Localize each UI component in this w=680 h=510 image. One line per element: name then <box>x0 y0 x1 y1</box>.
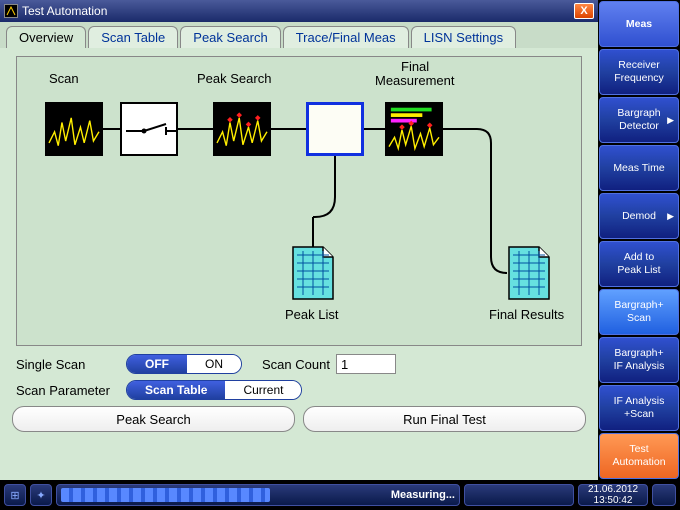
side-if-scan[interactable]: IF Analysis+Scan <box>599 385 679 431</box>
single-scan-toggle[interactable]: OFF ON <box>126 354 242 374</box>
node-peak-search[interactable] <box>213 102 271 156</box>
status-progress: Measuring... <box>56 484 460 506</box>
side-demod[interactable]: Demod▶ <box>599 193 679 239</box>
side-meas[interactable]: Meas <box>599 1 679 47</box>
tab-scan-table[interactable]: Scan Table <box>88 26 178 48</box>
final-meas-label-2: Measurement <box>375 73 454 88</box>
node-data-reduction[interactable] <box>306 102 364 156</box>
side-bargraph-detector[interactable]: BargraphDetector▶ <box>599 97 679 143</box>
progress-text: Measuring... <box>391 489 455 501</box>
chevron-right-icon: ▶ <box>667 211 674 222</box>
status-icon-1[interactable]: ⊞ <box>4 484 26 506</box>
status-flag[interactable] <box>652 484 676 506</box>
scan-label: Scan <box>49 71 79 86</box>
tab-overview[interactable]: Overview <box>6 26 86 48</box>
toggle-on[interactable]: ON <box>187 355 241 373</box>
node-switch[interactable] <box>120 102 178 156</box>
tab-bar: Overview Scan Table Peak Search Trace/Fi… <box>0 22 598 48</box>
final-results-label: Final Results <box>489 307 564 322</box>
node-final-meas[interactable] <box>385 102 443 156</box>
node-peak-list[interactable] <box>289 245 337 306</box>
tab-peak-search[interactable]: Peak Search <box>180 26 280 48</box>
scan-count-label: Scan Count <box>262 357 330 372</box>
side-meas-time[interactable]: Meas Time <box>599 145 679 191</box>
toggle-off[interactable]: OFF <box>127 355 187 373</box>
statusbar: ⊞ ✦ Measuring... 21.06.201213:50:42 <box>0 480 680 510</box>
close-button[interactable]: X <box>574 3 594 19</box>
scan-param-current[interactable]: Current <box>225 381 301 399</box>
chevron-right-icon: ▶ <box>667 115 674 126</box>
titlebar: Test Automation X <box>0 0 598 22</box>
peak-list-label: Peak List <box>285 307 338 322</box>
side-bargraph-scan[interactable]: Bargraph+Scan <box>599 289 679 335</box>
single-scan-label: Single Scan <box>16 357 126 372</box>
scan-param-scan-table[interactable]: Scan Table <box>127 381 225 399</box>
app-icon <box>4 4 18 18</box>
node-scan[interactable] <box>45 102 103 156</box>
peak-search-label: Peak Search <box>197 71 271 86</box>
peak-search-button[interactable]: Peak Search <box>12 406 295 432</box>
tab-trace-final[interactable]: Trace/Final Meas <box>283 26 409 48</box>
run-final-test-button[interactable]: Run Final Test <box>303 406 586 432</box>
side-bargraph-if[interactable]: Bargraph+IF Analysis <box>599 337 679 383</box>
scan-count-input[interactable] <box>336 354 396 374</box>
final-meas-label-1: Final <box>401 59 429 74</box>
status-icon-2[interactable]: ✦ <box>30 484 52 506</box>
node-final-results[interactable] <box>505 245 553 306</box>
window-title: Test Automation <box>22 4 574 18</box>
scan-param-toggle[interactable]: Scan Table Current <box>126 380 302 400</box>
progress-bar <box>61 488 270 502</box>
side-add-peak-list[interactable]: Add toPeak List <box>599 241 679 287</box>
scan-param-label: Scan Parameter <box>16 383 126 398</box>
status-datetime: 21.06.201213:50:42 <box>578 484 648 506</box>
sidebar: Meas ReceiverFrequency BargraphDetector▶… <box>598 0 680 480</box>
side-test-automation[interactable]: TestAutomation <box>599 433 679 479</box>
workflow-diagram: Scan Peak Search Final Measurement Peak … <box>16 56 582 346</box>
status-spacer <box>464 484 574 506</box>
side-receiver-frequency[interactable]: ReceiverFrequency <box>599 49 679 95</box>
tab-lisn[interactable]: LISN Settings <box>411 26 517 48</box>
